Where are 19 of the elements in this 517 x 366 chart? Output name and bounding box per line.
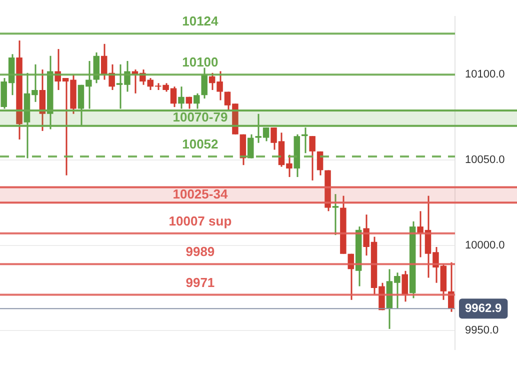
candlestick [402, 270, 408, 302]
y-tick-label: 10100.0 [465, 68, 505, 81]
candlestick [248, 134, 254, 160]
ref-line-label: 10100 [182, 54, 218, 70]
y-tick-label: 10000.0 [465, 239, 505, 252]
band-label: 10025-34 [172, 186, 228, 202]
candlestick [178, 86, 184, 110]
y-tick-label: 9950.0 [465, 324, 499, 337]
candlestick [201, 67, 208, 100]
ref-line-label: 10007 sup [168, 213, 232, 228]
band-label: 10070-79 [172, 110, 228, 125]
ref-line-label: 10052 [182, 136, 218, 152]
ref-line-label: 10124 [182, 14, 220, 29]
ref-line-label: 9962.9 [465, 300, 502, 315]
candlestick [309, 135, 316, 182]
candlestick [194, 92, 200, 110]
ref-line-label: 9989 [186, 244, 215, 260]
y-tick-label: 10050.0 [465, 154, 505, 166]
ref-line-label: 9971 [186, 274, 215, 290]
